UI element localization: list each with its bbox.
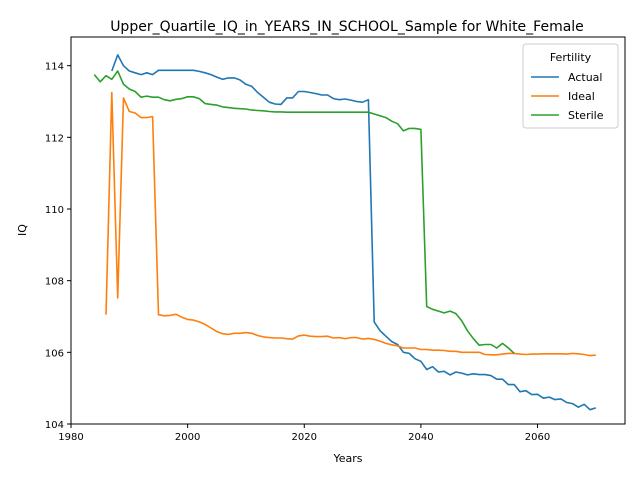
- y-tick-label: 110: [45, 205, 64, 216]
- x-tick-label: 2020: [292, 432, 317, 443]
- y-axis-label: IQ: [16, 224, 29, 236]
- x-tick-label: 2000: [175, 432, 200, 443]
- plot-frame: [70, 36, 626, 425]
- x-tick-label: 2040: [408, 432, 433, 443]
- y-tick-label: 104: [45, 420, 64, 431]
- legend-entry: Actual: [568, 71, 602, 84]
- y-tick-label: 114: [45, 62, 64, 73]
- x-tick-label: 2060: [525, 432, 550, 443]
- y-tick-label: 112: [45, 133, 64, 144]
- chart-title: Upper_Quartile_IQ_in_YEARS_IN_SCHOOL_Sam…: [110, 19, 584, 35]
- legend: Fertility Actual Ideal Sterile: [522, 43, 619, 129]
- legend-title: Fertility: [550, 51, 592, 64]
- legend-entry: Sterile: [568, 109, 604, 122]
- series-line-sterile: [93, 70, 515, 354]
- legend-entry: Ideal: [568, 90, 595, 103]
- axes-ticks: 1980 2000 2020 2040 2060 104 106 108 110 112 114: [45, 62, 550, 443]
- series-lines: [93, 54, 597, 411]
- x-axis-label: Years: [332, 452, 362, 465]
- y-tick-label: 108: [45, 277, 64, 288]
- x-tick-label: 1980: [58, 432, 83, 443]
- series-line-actual: [111, 54, 597, 411]
- legend-box: [522, 43, 619, 129]
- y-tick-label: 106: [45, 348, 64, 359]
